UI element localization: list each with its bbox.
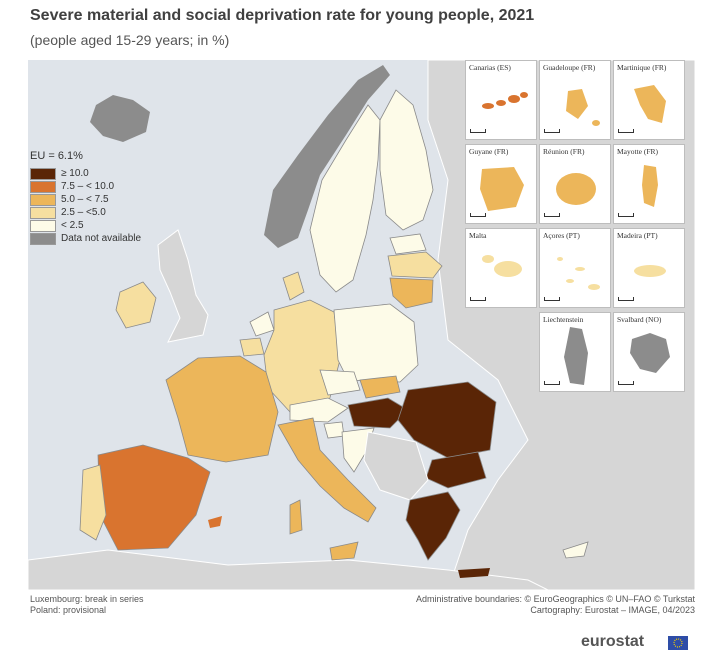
belgium: [239, 337, 265, 357]
map-area: Canarias (ES) Guadeloupe (FR) Martinique…: [28, 60, 695, 590]
inset-reunion: Réunion (FR): [539, 144, 611, 224]
finland: [379, 89, 434, 231]
cyprus: [562, 541, 589, 559]
legend-swatch: [30, 232, 56, 245]
poland: [333, 303, 419, 383]
czechia: [319, 369, 361, 396]
inset-label: Mayotte (FR): [617, 147, 659, 156]
inset-guyane: Guyane (FR): [465, 144, 537, 224]
legend-swatch: [30, 206, 56, 219]
estonia: [389, 233, 427, 255]
inset-label: Açores (PT): [543, 231, 580, 240]
legend-row: Data not available: [30, 232, 141, 245]
slovenia: [323, 421, 345, 439]
legend-title: EU = 6.1%: [30, 150, 83, 162]
non-eu-land-south: [28, 549, 549, 590]
spain: [97, 444, 211, 551]
legend-swatch: [30, 180, 56, 193]
sardinia: [289, 499, 303, 535]
legend-label: < 2.5: [61, 220, 84, 231]
inset-label: Liechtenstein: [543, 315, 584, 324]
balearics: [208, 516, 222, 528]
map-title: Severe material and social deprivation r…: [30, 7, 535, 24]
inset-label: Guyane (FR): [469, 147, 509, 156]
inset-label: Réunion (FR): [543, 147, 585, 156]
austria: [289, 397, 349, 423]
hungary: [347, 397, 409, 429]
inset-acores: Açores (PT): [539, 228, 611, 308]
eu-flag-icon: [668, 636, 688, 650]
legend-label: 7.5 – < 10.0: [61, 181, 115, 192]
crete: [458, 568, 490, 578]
inset-label: Svalbard (NO): [617, 315, 662, 324]
united-kingdom: [157, 229, 209, 343]
inset-guadeloupe: Guadeloupe (FR): [539, 60, 611, 140]
credit-line: Cartography: Eurostat – IMAGE, 04/2023: [530, 605, 695, 615]
eurostat-logo: eurostat: [581, 633, 645, 650]
inset-martinique: Martinique (FR): [613, 60, 685, 140]
inset-label: Martinique (FR): [617, 63, 667, 72]
footnotes-left: Luxembourg: break in series Poland: prov…: [30, 594, 144, 616]
latvia: [387, 251, 443, 279]
lithuania: [389, 277, 434, 309]
sicily: [329, 541, 359, 561]
footnote: Luxembourg: break in series: [30, 594, 144, 604]
inset-label: Madeira (PT): [617, 231, 658, 240]
france: [165, 355, 279, 463]
denmark: [282, 271, 305, 301]
footnotes-right: Administrative boundaries: © EuroGeograp…: [382, 594, 695, 616]
legend-row: 7.5 – < 10.0: [30, 180, 141, 193]
inset-liechtenstein: Liechtenstein: [539, 312, 611, 392]
norway: [264, 65, 390, 248]
legend-label: 5.0 – < 7.5: [61, 194, 109, 205]
inset-madeira: Madeira (PT): [613, 228, 685, 308]
inset-svalbard: Svalbard (NO): [613, 312, 685, 392]
legend-row: 5.0 – < 7.5: [30, 193, 141, 206]
sweden: [309, 104, 381, 293]
legend-row: 2.5 – <5.0: [30, 206, 141, 219]
greece: [405, 491, 461, 561]
inset-mayotte: Mayotte (FR): [613, 144, 685, 224]
legend-row: ≥ 10.0: [30, 167, 141, 180]
legend: EU = 6.1% ≥ 10.0 7.5 – < 10.0 5.0 – < 7.…: [30, 150, 141, 245]
footnote: Poland: provisional: [30, 605, 107, 615]
croatia: [341, 427, 375, 473]
legend-label: Data not available: [61, 233, 142, 244]
inset-label: Canarias (ES): [469, 63, 511, 72]
portugal: [79, 464, 107, 541]
inset-canarias: Canarias (ES): [465, 60, 537, 140]
iceland: [90, 95, 150, 142]
credit-line: Administrative boundaries: © EuroGeograp…: [415, 594, 695, 604]
inset-malta: Malta: [465, 228, 537, 308]
legend-label: 2.5 – <5.0: [61, 207, 106, 218]
legend-swatch: [30, 193, 56, 206]
inset-label: Guadeloupe (FR): [543, 63, 596, 72]
slovakia: [359, 375, 401, 399]
italy: [277, 417, 377, 523]
ireland: [115, 281, 157, 329]
bulgaria: [425, 451, 487, 489]
inset-label: Malta: [469, 231, 487, 240]
map-subtitle: (people aged 15-29 years; in %): [30, 32, 230, 48]
netherlands: [249, 311, 275, 337]
legend-swatch: [30, 219, 56, 232]
legend-label: ≥ 10.0: [61, 168, 89, 179]
legend-swatch: [30, 167, 56, 180]
legend-row: < 2.5: [30, 219, 141, 232]
